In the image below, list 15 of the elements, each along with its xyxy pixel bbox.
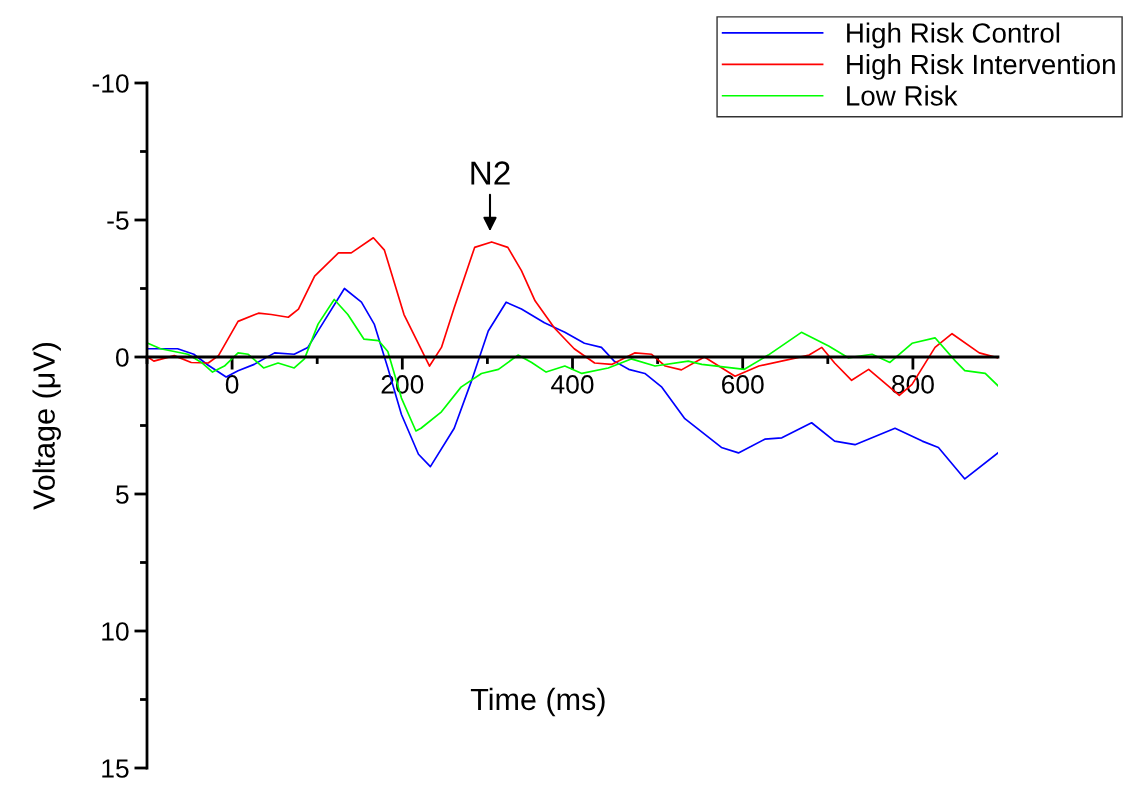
- y-tick-label: 0: [116, 348, 129, 367]
- x-tick-label: 600: [722, 375, 764, 394]
- legend-label: High Risk Control: [847, 22, 1060, 49]
- x-tick-label: 0: [225, 375, 239, 394]
- y-tick-label: -10: [92, 74, 129, 93]
- y-axis-title: Voltage (μV): [32, 343, 61, 510]
- legend-label: Low Risk: [847, 85, 958, 106]
- x-tick-label: 400: [551, 375, 594, 394]
- y-tick-label: 5: [116, 485, 129, 504]
- x-axis-title: Time (ms): [470, 687, 605, 717]
- legend-label: High Risk Intervention: [847, 53, 1115, 80]
- y-tick-label: -5: [107, 211, 129, 230]
- y-tick-label: 15: [102, 759, 129, 778]
- y-tick-label: 10: [102, 622, 129, 641]
- annotation: N2: [471, 161, 510, 185]
